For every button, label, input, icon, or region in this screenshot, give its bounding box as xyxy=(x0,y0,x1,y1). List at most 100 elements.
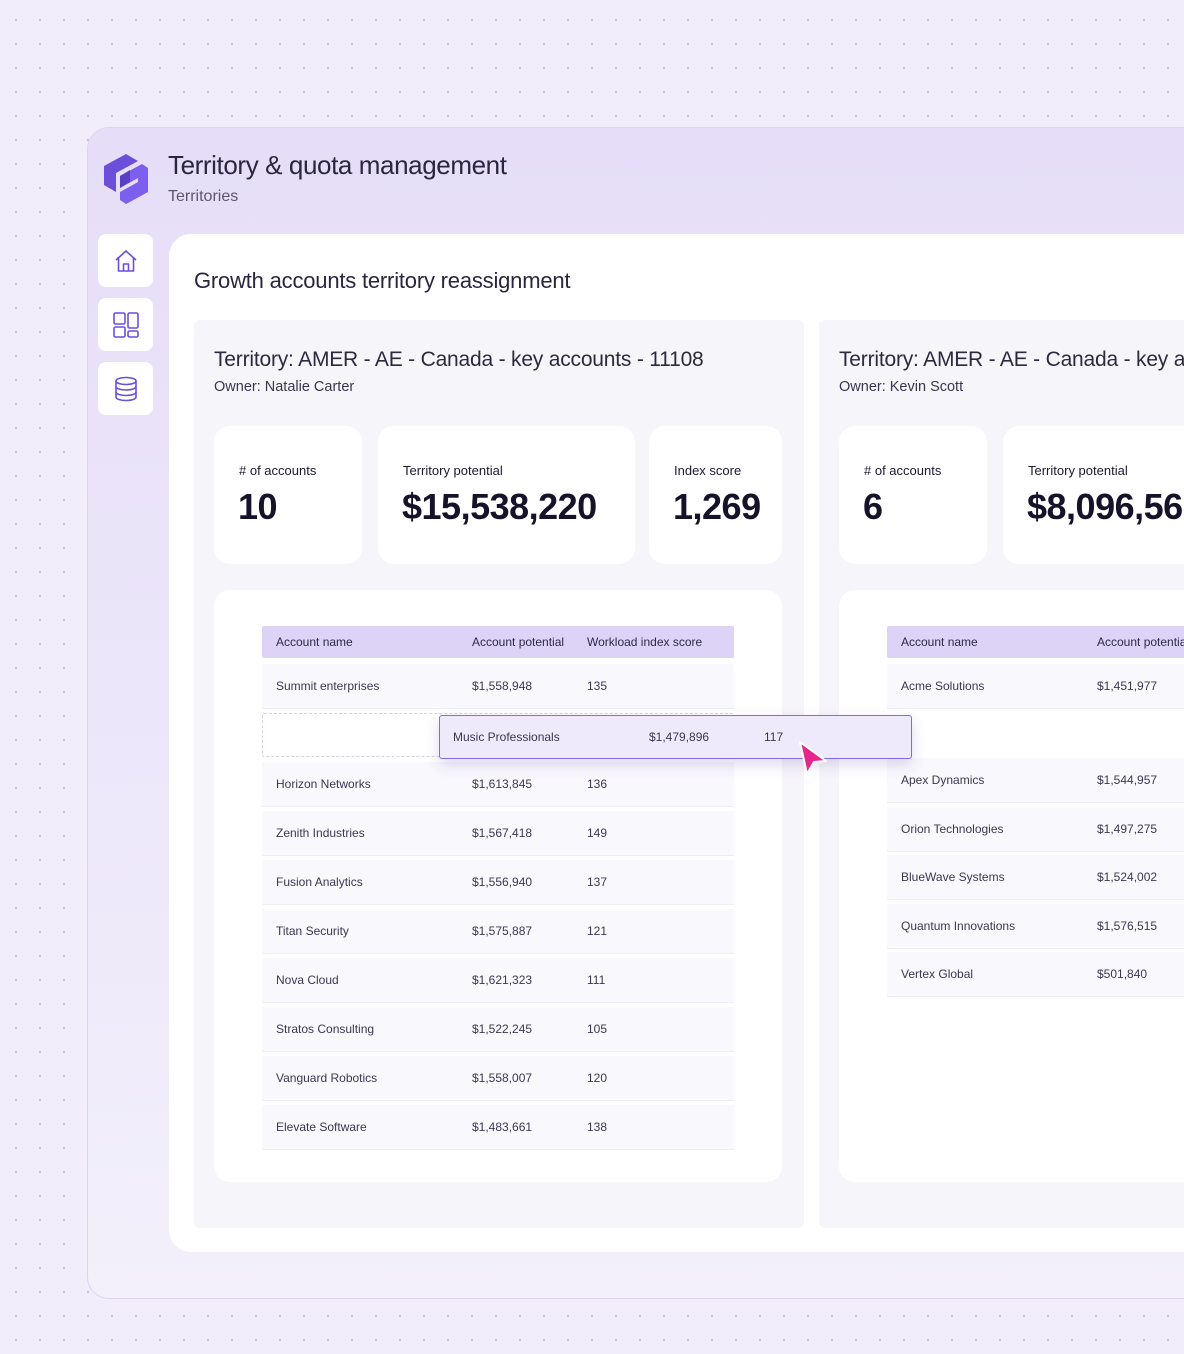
table-row[interactable]: Summit enterprises $1,558,948 135 xyxy=(262,664,734,709)
kpi-label: Territory potential xyxy=(403,463,503,478)
workload-score: 149 xyxy=(587,826,608,840)
table-row[interactable]: Fusion Analytics $1,556,940 137 xyxy=(262,860,734,905)
workload-score: 111 xyxy=(587,973,606,987)
table-row[interactable]: Apex Dynamics $1,544,957 xyxy=(887,758,1184,803)
column-header-account-potential[interactable]: Account potentia xyxy=(1097,635,1184,649)
kpi-card-territory-potential: Territory potential $8,096,56 xyxy=(1003,426,1184,564)
account-name: BlueWave Systems xyxy=(901,870,1005,884)
table-header: Account name Account potentia xyxy=(887,626,1184,658)
account-potential: $1,558,007 xyxy=(472,1071,533,1085)
account-name: Quantum Innovations xyxy=(901,919,1016,933)
app-title: Territory & quota management xyxy=(168,150,507,180)
table-row[interactable]: Quantum Innovations $1,576,515 xyxy=(887,904,1184,949)
column-header-account-potential[interactable]: Account potential xyxy=(472,635,565,649)
account-name: Titan Security xyxy=(276,924,349,938)
account-name: Fusion Analytics xyxy=(276,875,363,889)
territory-panel-natalie-carter[interactable]: Territory: AMER - AE - Canada - key acco… xyxy=(194,320,804,1228)
table-row[interactable]: Nova Cloud $1,621,323 111 xyxy=(262,958,734,1003)
cursor-arrow-icon xyxy=(799,741,827,775)
territory-title: Territory: AMER - AE - Canada - key acco… xyxy=(214,348,704,371)
account-name: Apex Dynamics xyxy=(901,773,985,787)
kpi-value: $15,538,220 xyxy=(402,486,597,527)
kpi-value: $8,096,56 xyxy=(1027,486,1183,527)
table-row[interactable]: BlueWave Systems $1,524,002 xyxy=(887,855,1184,900)
accounts-table: Account name Account potentia Acme Solut… xyxy=(839,590,1184,1182)
kpi-value: 1,269 xyxy=(673,486,761,527)
account-potential: $1,451,977 xyxy=(1097,679,1158,693)
workload-score: 117 xyxy=(764,730,784,744)
account-name: Elevate Software xyxy=(276,1120,367,1134)
account-potential: $1,524,002 xyxy=(1097,870,1158,884)
table-header: Account name Account potential Workload … xyxy=(262,626,734,658)
column-header-workload-index[interactable]: Workload index score xyxy=(587,635,703,649)
database-icon xyxy=(114,376,137,401)
kpi-label: # of accounts xyxy=(864,463,942,478)
workload-score: 120 xyxy=(587,1071,608,1085)
table-row[interactable]: Orion Technologies $1,497,275 xyxy=(887,807,1184,852)
app-window: Territory & quota management Territories… xyxy=(87,127,1184,1299)
kpi-card-accounts: # of accounts 10 xyxy=(214,426,362,564)
table-row[interactable]: Horizon Networks $1,613,845 136 xyxy=(262,762,734,807)
territory-title: Territory: AMER - AE - Canada - key ac xyxy=(839,348,1184,371)
account-potential: $1,544,957 xyxy=(1097,773,1158,787)
workload-score: 105 xyxy=(587,1022,608,1036)
home-icon xyxy=(114,249,137,272)
workload-score: 121 xyxy=(587,924,608,938)
dashboard-icon xyxy=(112,311,139,338)
account-name: Acme Solutions xyxy=(901,679,985,693)
table-row[interactable]: Acme Solutions $1,451,977 xyxy=(887,664,1184,709)
workload-score: 138 xyxy=(587,1120,608,1134)
accounts-table: Account name Account potential Workload … xyxy=(214,590,782,1182)
account-potential: $1,558,948 xyxy=(472,679,533,693)
app-logo-icon xyxy=(104,154,148,204)
sidebar-item-data[interactable] xyxy=(98,362,153,415)
kpi-label: Territory potential xyxy=(1028,463,1128,478)
account-name: Summit enterprises xyxy=(276,679,380,693)
kpi-label: # of accounts xyxy=(239,463,317,478)
account-name: Nova Cloud xyxy=(276,973,339,987)
page-title: Growth accounts territory reassignment xyxy=(194,268,571,293)
account-potential: $1,575,887 xyxy=(472,924,533,938)
breadcrumb: Territories xyxy=(168,188,239,205)
account-potential: $1,621,323 xyxy=(472,973,533,987)
territory-owner: Owner: Kevin Scott xyxy=(839,379,964,395)
kpi-label: Index score xyxy=(674,463,742,478)
kpi-value: 6 xyxy=(863,486,883,527)
account-name: Horizon Networks xyxy=(276,777,371,791)
territory-panel-kevin-scott[interactable]: Territory: AMER - AE - Canada - key ac O… xyxy=(819,320,1184,1228)
account-potential: $1,497,275 xyxy=(1097,822,1158,836)
workload-score: 135 xyxy=(587,679,608,693)
territory-owner: Owner: Natalie Carter xyxy=(214,379,355,395)
kpi-card-index-score: Index score 1,269 xyxy=(649,426,782,564)
account-name: Vanguard Robotics xyxy=(276,1071,378,1085)
table-row[interactable]: Zenith Industries $1,567,418 149 xyxy=(262,811,734,856)
account-potential: $1,483,661 xyxy=(472,1120,533,1134)
account-potential: $1,556,940 xyxy=(472,875,533,889)
table-row[interactable]: Stratos Consulting $1,522,245 105 xyxy=(262,1007,734,1052)
table-row[interactable]: Vertex Global $501,840 xyxy=(887,952,1184,997)
table-row[interactable]: Titan Security $1,575,887 121 xyxy=(262,909,734,954)
account-potential: $1,576,515 xyxy=(1097,919,1158,933)
workload-score: 136 xyxy=(587,777,608,791)
sidebar-item-dashboard[interactable] xyxy=(98,298,153,351)
main-panel: Growth accounts territory reassignment T… xyxy=(169,234,1184,1252)
sidebar-item-home[interactable] xyxy=(98,234,153,287)
account-name: Vertex Global xyxy=(901,967,974,981)
column-header-account-name[interactable]: Account name xyxy=(276,635,353,649)
kpi-card-territory-potential: Territory potential $15,538,220 xyxy=(378,426,635,564)
table-row[interactable]: Elevate Software $1,483,661 138 xyxy=(262,1105,734,1150)
account-name: Stratos Consulting xyxy=(276,1022,375,1036)
column-header-account-name[interactable]: Account name xyxy=(901,635,978,649)
account-potential: $501,840 xyxy=(1097,967,1148,981)
account-name: Orion Technologies xyxy=(901,822,1004,836)
workload-score: 137 xyxy=(587,875,608,889)
dragged-row[interactable]: Music Professionals $1,479,896 117 xyxy=(439,715,912,759)
account-potential: $1,479,896 xyxy=(649,730,710,744)
account-name: Zenith Industries xyxy=(276,826,365,840)
account-name: Music Professionals xyxy=(453,730,560,744)
table-row[interactable]: Vanguard Robotics $1,558,007 120 xyxy=(262,1056,734,1101)
account-potential: $1,613,845 xyxy=(472,777,533,791)
kpi-value: 10 xyxy=(238,486,278,527)
account-potential: $1,567,418 xyxy=(472,826,533,840)
kpi-card-accounts: # of accounts 6 xyxy=(839,426,987,564)
